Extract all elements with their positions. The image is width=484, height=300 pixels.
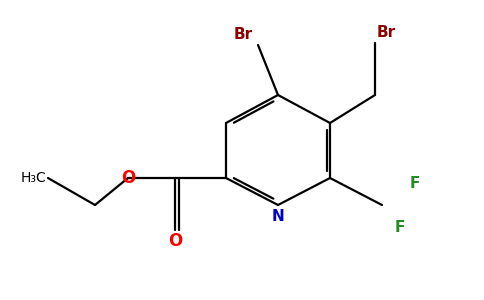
Text: F: F bbox=[410, 176, 421, 190]
Text: O: O bbox=[121, 169, 135, 187]
Text: Br: Br bbox=[234, 27, 253, 42]
Text: F: F bbox=[395, 220, 406, 236]
Text: Br: Br bbox=[377, 25, 396, 40]
Text: O: O bbox=[168, 232, 182, 250]
Text: N: N bbox=[272, 209, 285, 224]
Text: H₃C: H₃C bbox=[20, 171, 46, 185]
